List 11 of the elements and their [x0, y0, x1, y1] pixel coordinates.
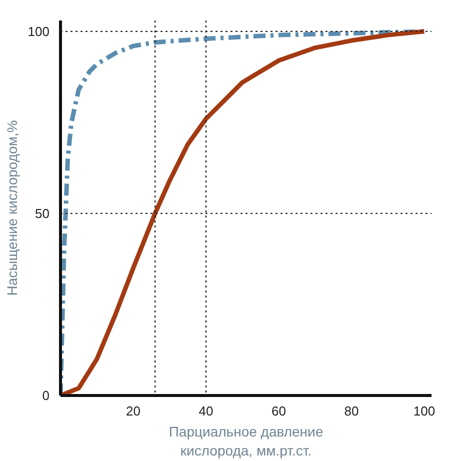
y-tick-label: 0 [42, 388, 50, 403]
x-tick-label: 100 [413, 404, 436, 418]
x-tick-label: 60 [272, 404, 286, 418]
line-series [60, 29, 426, 396]
x-tick-label: 80 [344, 404, 359, 418]
x-tick-label: 20 [126, 404, 140, 418]
x-tick-label: 40 [198, 404, 214, 418]
x-axis-title: Парциальное давление кислорода, мм.рт.ст. [168, 424, 324, 459]
y-tick-label: 50 [35, 206, 50, 221]
y-tick-label: 100 [28, 24, 50, 39]
y-axis-title: Насыщение кислородом,% [4, 120, 20, 296]
